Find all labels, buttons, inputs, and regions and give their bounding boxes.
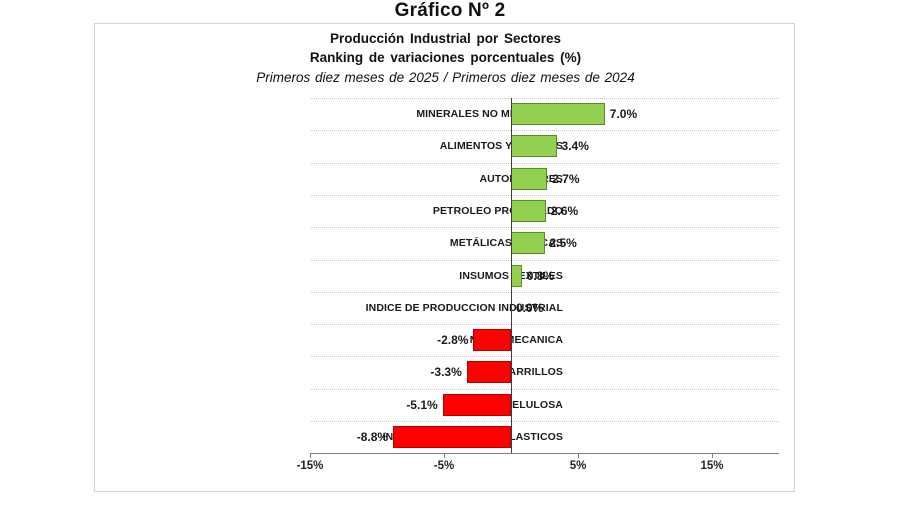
bar-positive[interactable] [511,232,545,255]
data-value-label: 2.5% [549,236,577,251]
x-axis-tick [578,453,579,458]
bar-row[interactable]: INDICE DE PRODUCCION INDUSTRIAL 0.0% [311,292,779,324]
bar-row[interactable]: CIGARRILLOS -3.3% [311,356,779,388]
bar-row[interactable]: PETROLEO PROCESADO 2.6% [311,195,779,227]
zero-axis-line [511,98,512,453]
bar-row[interactable]: ALIMENTOS Y BEBIDAS 3.4% [311,130,779,162]
gridline [311,98,779,99]
bar-positive[interactable] [511,199,546,222]
bar-row[interactable]: INSUMOS TEXTILES 0.8% [311,260,779,292]
chart-title-block: Producción Industrial por Sectores Ranki… [95,29,796,89]
gridline [311,227,779,229]
data-value-label: -5.1% [406,397,438,412]
bar-negative[interactable] [442,393,511,416]
chart-frame: Producción Industrial por Sectores Ranki… [94,23,795,492]
bar-row[interactable]: METALMECANICA -2.8% [311,324,779,356]
category-label: INDICE DE PRODUCCION INDUSTRIAL [365,301,563,314]
gridline [311,356,779,358]
bar-row[interactable]: PAPEL Y CELULOSA-5.1% [311,389,779,421]
x-axis-tick-label: -15% [296,460,324,472]
bar-positive[interactable] [511,167,548,190]
x-axis-tick [444,453,445,458]
gridline [311,259,779,261]
x-axis-tick-label: 5% [569,460,587,472]
data-value-label: 0.0% [516,300,544,315]
chart-subtitle: Primeros diez meses de 2025 / Primeros d… [256,70,635,85]
gridline [311,388,779,390]
data-value-label: 3.4% [561,139,589,154]
data-value-label: 0.8% [526,268,555,283]
data-value-label: -2.8% [437,333,469,348]
chart-title-line-2: Ranking de variaciones porcentuales (%) [309,50,582,65]
chart-title-line-1: Producción Industrial por Sectores [329,31,562,46]
data-value-label: -8.8% [356,430,389,444]
x-axis-line [311,453,779,454]
data-value-label: 7.0% [609,107,638,121]
bar-negative[interactable] [473,329,511,352]
gridline [311,194,779,196]
bar-negative[interactable] [466,361,511,384]
data-value-label: 2.7% [552,171,580,186]
gridline [311,421,779,422]
x-axis-tick [310,453,311,458]
bar-row[interactable]: MINERALES NO METALICOS 7.0% [311,98,779,130]
bar-row[interactable]: AUTOMOTORES2.7% [311,163,779,195]
x-axis-tick-label: 15% [700,460,724,472]
bar-row[interactable]: METÁLICAS BÁSICAS 2.5% [311,227,779,259]
figure-number-heading: Gráfico Nº 2 [394,0,506,21]
plot-area: MINERALES NO METALICOS 7.0% ALIMENTOS Y BE… [297,98,779,472]
gridline [311,162,779,164]
data-value-label: 2.6% [550,203,579,218]
data-value-label: -3.3% [430,365,462,380]
bar-positive[interactable] [511,135,557,158]
gridline [311,130,779,132]
gridline [311,291,779,293]
x-axis-tick-label: -5% [433,460,455,472]
gridline [311,324,779,326]
bar-positive[interactable] [511,103,605,125]
bar-row[interactable]: INSUMOS QUIMICOS Y PLASTICOS-8.8% [311,421,779,453]
bar-positive[interactable] [511,264,522,287]
x-axis-tick [712,453,713,458]
bar-negative[interactable] [393,426,511,448]
